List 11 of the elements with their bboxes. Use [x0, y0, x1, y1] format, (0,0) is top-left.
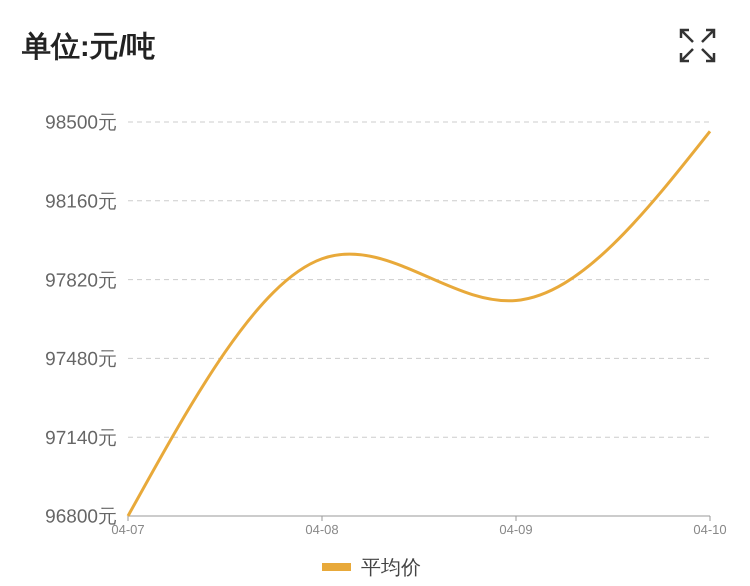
x-tick-label: 04-09: [499, 522, 533, 537]
y-tick-label: 97820元: [45, 270, 117, 292]
y-tick-label: 97480元: [45, 349, 117, 370]
line-series: [126, 130, 712, 518]
y-tick-label: 97140元: [45, 428, 117, 449]
x-tick-label: 04-10: [693, 522, 727, 537]
y-tick-label: 98160元: [45, 191, 117, 212]
x-tick-label: 04-08: [305, 522, 339, 537]
y-tick-label: 98500元: [45, 112, 117, 134]
chart-title: 单位:元/吨: [21, 31, 156, 63]
legend-label: 平均价: [361, 557, 421, 579]
